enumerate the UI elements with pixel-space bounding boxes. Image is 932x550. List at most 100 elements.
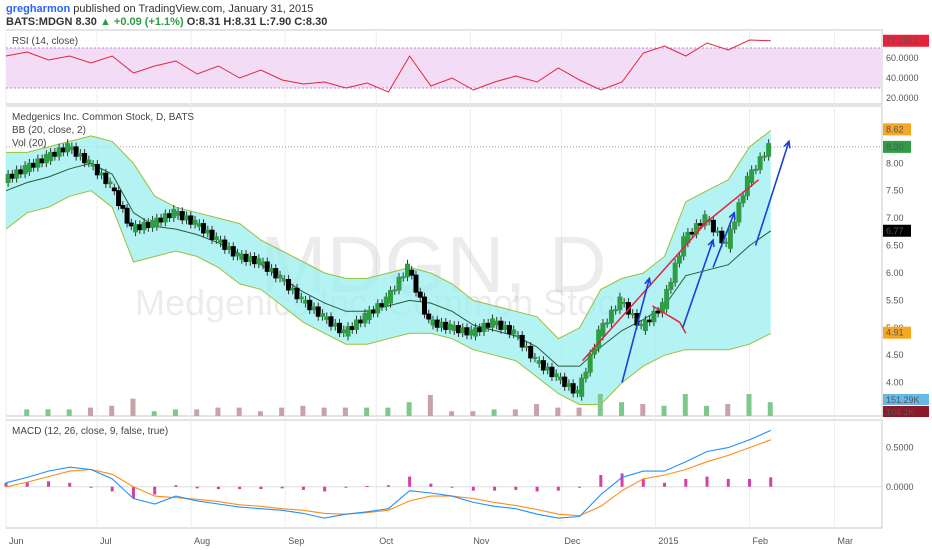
volume-bar <box>534 404 540 416</box>
price-tick-label: 4.50 <box>886 350 904 360</box>
candle-body <box>315 306 321 317</box>
candle-body <box>536 360 542 364</box>
macd-histogram-bar <box>153 486 157 495</box>
volume-bar <box>427 395 433 416</box>
macd-histogram-bar <box>578 486 582 488</box>
candle-body <box>655 310 661 314</box>
trend-arrow-shaft <box>754 141 790 246</box>
candle-body <box>264 261 270 272</box>
macd-histogram-bar <box>386 485 390 487</box>
candle-body <box>757 156 763 170</box>
price-tag <box>883 224 911 237</box>
candle-body <box>39 158 45 164</box>
candle-body <box>226 246 232 250</box>
volume-avg-label: 104.1K <box>886 407 915 417</box>
macd-histogram-bar <box>131 486 135 499</box>
candle-body <box>460 327 466 334</box>
candle-body <box>608 309 614 324</box>
candle-body <box>366 309 372 321</box>
candle-body <box>18 169 24 175</box>
candle-body <box>218 239 224 244</box>
candle-body <box>205 229 211 234</box>
volume-tag <box>883 394 929 405</box>
macd-histogram-bar <box>684 478 688 487</box>
bollinger-lower <box>5 190 772 405</box>
bollinger-upper <box>6 130 772 340</box>
candle-body <box>715 230 721 233</box>
candle-body <box>82 152 88 164</box>
trend-arrow-head <box>707 238 715 248</box>
candle-body <box>630 313 636 316</box>
candle-body <box>311 306 317 311</box>
price-tag-label: 8.30 <box>886 142 904 152</box>
macd-signal-line <box>5 439 771 517</box>
candle-body <box>766 143 772 157</box>
candle-body <box>273 268 279 279</box>
macd-histogram-bar <box>89 486 93 488</box>
candle-body <box>464 327 470 336</box>
publish-info: gregharmon published on TradingView.com,… <box>6 3 313 15</box>
candle-body <box>579 377 585 397</box>
volume-bar <box>130 398 136 416</box>
candle-body <box>744 175 750 197</box>
volume-label: 151.29K <box>886 395 920 405</box>
rsi-tick-label: 20.0000 <box>886 93 919 103</box>
candle-body <box>736 202 742 223</box>
candle-body <box>69 146 75 151</box>
macd-title: MACD (12, 26, close, 9, false, true) <box>12 426 168 437</box>
candle-body <box>417 291 423 298</box>
volume-bar <box>619 402 625 416</box>
rsi-last-tag <box>883 34 929 47</box>
candle-body <box>689 231 695 235</box>
candle-body <box>162 213 168 223</box>
candle-body <box>124 207 130 224</box>
macd-histogram-bar <box>238 486 242 490</box>
candle-body <box>167 213 173 219</box>
macd-histogram-bar <box>705 476 709 487</box>
volume-bar <box>704 405 710 416</box>
candle-body <box>60 147 66 153</box>
candle-body <box>434 319 440 328</box>
volume-bar <box>555 407 561 416</box>
volume-bar <box>236 407 242 416</box>
candle-body <box>506 325 512 335</box>
macd-histogram-bar <box>344 486 348 488</box>
macd-histogram-bar <box>365 485 369 487</box>
trend-arrow-head <box>644 276 652 286</box>
candle-body <box>617 296 623 311</box>
candle-body <box>65 143 71 153</box>
candle-body <box>243 253 249 262</box>
volume-bar <box>576 407 582 416</box>
volume-bar <box>342 407 348 416</box>
price-title: Medgenics Inc. Common Stock, D, BATS <box>12 112 194 123</box>
volume-bar <box>406 402 412 416</box>
price-tick-label: 6.50 <box>886 241 904 251</box>
candle-body <box>647 319 653 323</box>
candle-body <box>111 187 117 192</box>
macd-histogram-bar <box>174 485 178 487</box>
candle-body <box>332 322 338 327</box>
candle-body <box>133 224 139 233</box>
candle-body <box>371 309 377 314</box>
volume-bar <box>151 411 157 416</box>
macd-histogram-bar <box>599 475 603 487</box>
trend-arrow-shaft <box>712 212 736 268</box>
candle-body <box>77 152 83 157</box>
candle-body <box>761 155 767 158</box>
candle-body <box>528 345 534 359</box>
candle-body <box>668 281 674 290</box>
candle-body <box>438 321 444 328</box>
candle-body <box>604 322 610 325</box>
candle-body <box>727 228 733 249</box>
price-tick-label: 7.50 <box>886 186 904 196</box>
candle-body <box>375 303 381 314</box>
author-link[interactable]: gregharmon <box>6 3 71 15</box>
macd-histogram-bar <box>280 486 284 489</box>
rsi-title: RSI (14, close) <box>12 36 78 47</box>
candle-body <box>502 325 508 330</box>
macd-histogram-bar <box>216 486 220 490</box>
up-arrow-icon: ▲ <box>99 16 111 28</box>
candle-body <box>498 320 504 330</box>
price-tag-label: 4.91 <box>886 328 904 338</box>
candle-body <box>676 255 682 264</box>
